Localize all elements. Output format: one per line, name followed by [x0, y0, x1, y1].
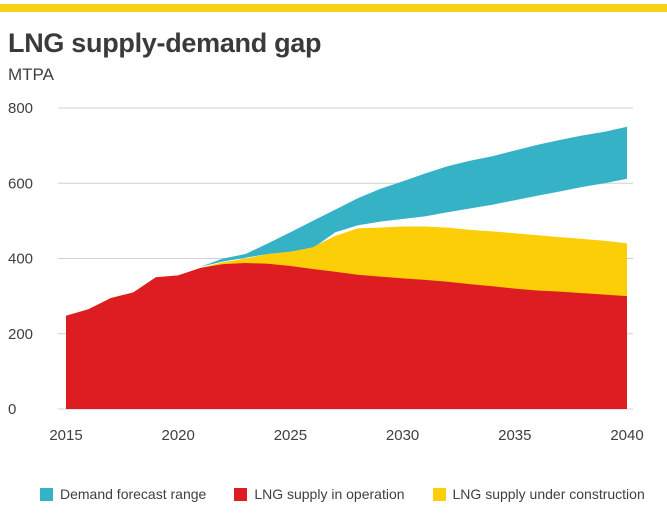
area-demand-forecast-range	[200, 126, 627, 267]
legend-item-demand: Demand forecast range	[40, 486, 206, 502]
legend: Demand forecast range LNG supply in oper…	[40, 486, 645, 502]
legend-item-construction: LNG supply under construction	[432, 486, 645, 502]
legend-label-construction: LNG supply under construction	[452, 486, 645, 502]
chart-title: LNG supply-demand gap	[8, 28, 322, 58]
x-tick-label-2015: 2015	[49, 427, 82, 444]
x-tick-label-2020: 2020	[162, 427, 195, 444]
chart-area: 0 200 400 600 800 2015 2020 2025 2030 2035 2040	[8, 100, 644, 444]
y-tick-label-600: 600	[8, 175, 33, 192]
y-tick-label-800: 800	[8, 100, 33, 117]
x-tick-label-2040: 2040	[610, 427, 643, 444]
x-tick-label-2030: 2030	[386, 427, 419, 444]
y-tick-label-0: 0	[8, 401, 16, 418]
legend-label-operation: LNG supply in operation	[254, 486, 405, 502]
legend-label-demand: Demand forecast range	[60, 486, 207, 502]
x-tick-label-2035: 2035	[498, 427, 531, 444]
legend-swatch-construction	[432, 487, 446, 501]
legend-swatch-operation	[234, 487, 248, 501]
y-axis-unit-label: MTPA	[8, 65, 54, 84]
y-tick-label-400: 400	[8, 251, 33, 268]
x-tick-label-2025: 2025	[274, 427, 307, 444]
legend-swatch-demand	[40, 487, 53, 501]
area-supply-in-operation	[66, 263, 627, 409]
legend-item-operation: LNG supply in operation	[234, 486, 405, 502]
top-accent-bar	[0, 4, 667, 12]
y-tick-label-200: 200	[8, 326, 33, 343]
